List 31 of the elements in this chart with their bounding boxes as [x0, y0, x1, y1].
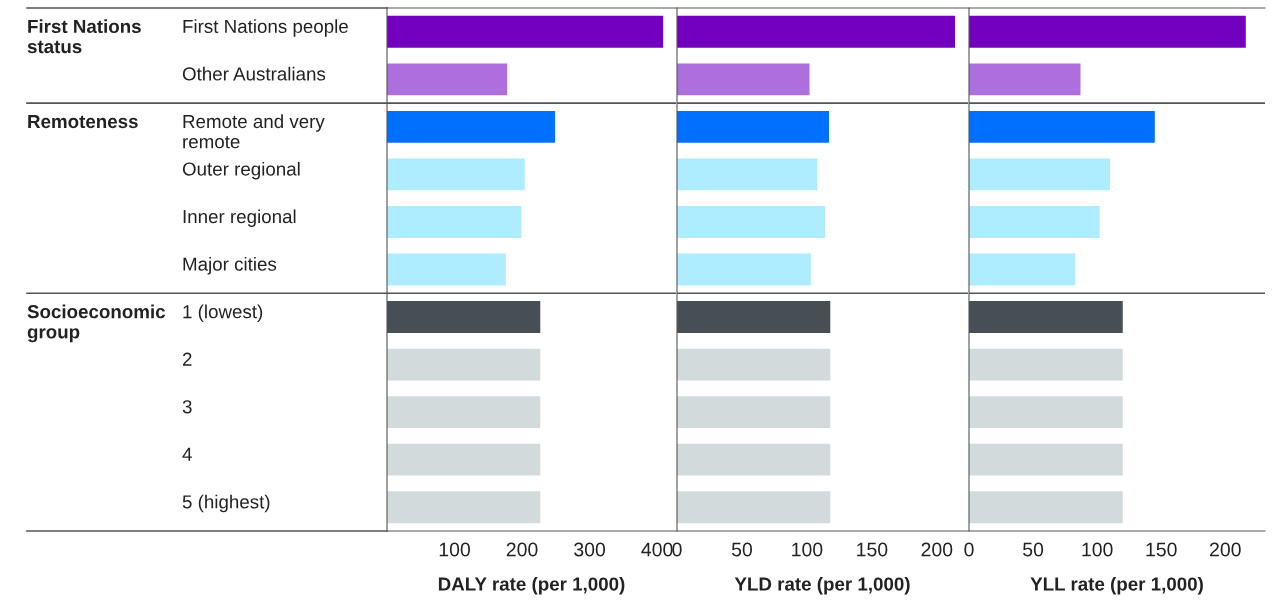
x-tick-label: 200: [506, 542, 538, 557]
text: First Nations status: [27, 19, 141, 54]
x-tick-label: 200: [921, 542, 953, 557]
x-tick-label: 150: [1146, 542, 1177, 557]
y-tick-label: 5 (highest): [182, 494, 270, 513]
x-tick-label: 300: [574, 542, 606, 557]
y-tick-label: Other Australians: [182, 66, 326, 81]
x-tick-label: 50: [1023, 542, 1044, 557]
x-tick-label: 100: [792, 542, 823, 557]
y-tick-label: 2: [182, 352, 192, 366]
text: Remoteness: [28, 115, 138, 129]
x-axis-title: DALY rate (per 1,000): [438, 576, 625, 595]
x-tick-label: 50: [731, 542, 753, 557]
x-tick-label: 100: [1082, 542, 1113, 557]
y-tick-label: Inner regional: [183, 209, 296, 227]
x-axis-title: YLD rate (per 1,000): [734, 576, 910, 595]
y-tick-label: 4: [182, 447, 192, 461]
y-tick-label: 3: [182, 400, 192, 414]
x-tick-label: 150: [857, 542, 888, 557]
x-axis-title: YLL rate (per 1,000): [1030, 576, 1203, 595]
y-tick-label: Outer regional: [182, 161, 300, 180]
y-tick-label: First Nations people: [183, 19, 348, 37]
y-tick-label: Remote and very remote: [183, 114, 325, 149]
x-tick-label: 100: [439, 542, 470, 557]
y-tick-label: 1 (lowest): [183, 304, 263, 323]
x-tick-label: 400: [641, 542, 673, 557]
x-tick-label: 200: [1210, 542, 1241, 557]
y-tick-label: Major cities: [183, 257, 277, 275]
text: Socioeconomic group: [27, 304, 166, 343]
x-tick-label: 0: [672, 542, 682, 557]
x-tick-label: 0: [964, 542, 974, 557]
